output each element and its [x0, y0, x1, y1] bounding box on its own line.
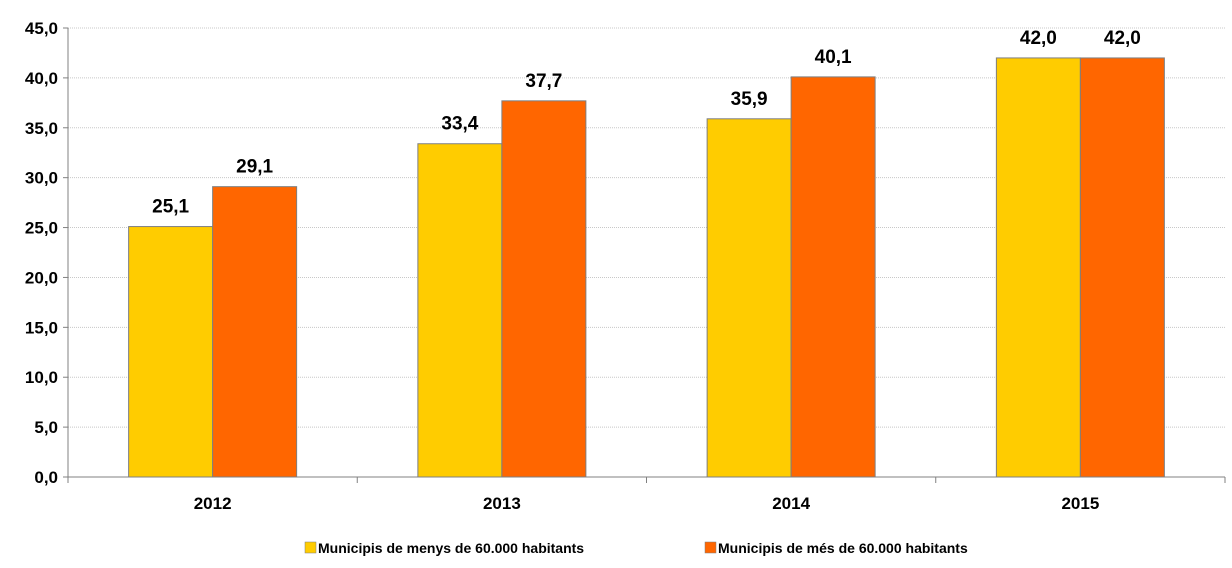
data-label: 42,0: [1020, 28, 1057, 49]
x-tick-label: 2015: [1061, 494, 1099, 513]
y-tick-label: 30,0: [25, 169, 58, 188]
bar: [791, 77, 875, 477]
x-tick-label: 2013: [483, 494, 521, 513]
data-label: 42,0: [1104, 28, 1141, 49]
y-tick-label: 35,0: [25, 119, 58, 138]
data-labels: 25,1 29,1 33,4 37,7 35,9 40,1 42,0 42,0: [152, 28, 1141, 218]
data-label: 35,9: [731, 89, 768, 110]
legend-label: Municipis de més de 60.000 habitants: [718, 540, 968, 556]
y-tick-label: 15,0: [25, 318, 58, 337]
data-label: 37,7: [525, 71, 562, 92]
legend: Municipis de menys de 60.000 habitants Mu…: [305, 540, 968, 556]
data-label: 29,1: [236, 157, 273, 178]
y-tick-label: 10,0: [25, 368, 58, 387]
bar: [129, 227, 213, 477]
data-label: 25,1: [152, 197, 189, 218]
bar: [1080, 58, 1164, 477]
legend-label: Municipis de menys de 60.000 habitants: [318, 540, 584, 556]
x-tick-label: 2012: [194, 494, 232, 513]
bar: [418, 144, 502, 477]
bar: [707, 119, 791, 477]
y-tick-label: 25,0: [25, 219, 58, 238]
y-tick-label: 40,0: [25, 69, 58, 88]
legend-swatch: [305, 542, 316, 553]
bar: [996, 58, 1080, 477]
y-tick-label: 20,0: [25, 268, 58, 287]
data-label: 33,4: [441, 114, 478, 135]
y-tick-label: 45,0: [25, 19, 58, 38]
bar: [502, 101, 586, 477]
x-tick-label: 2014: [772, 494, 810, 513]
bar: [213, 187, 297, 477]
data-label: 40,1: [815, 47, 852, 68]
y-tick-label: 5,0: [34, 418, 58, 437]
bars: [129, 58, 1165, 477]
y-tick-label: 0,0: [34, 468, 58, 487]
legend-swatch: [705, 542, 716, 553]
